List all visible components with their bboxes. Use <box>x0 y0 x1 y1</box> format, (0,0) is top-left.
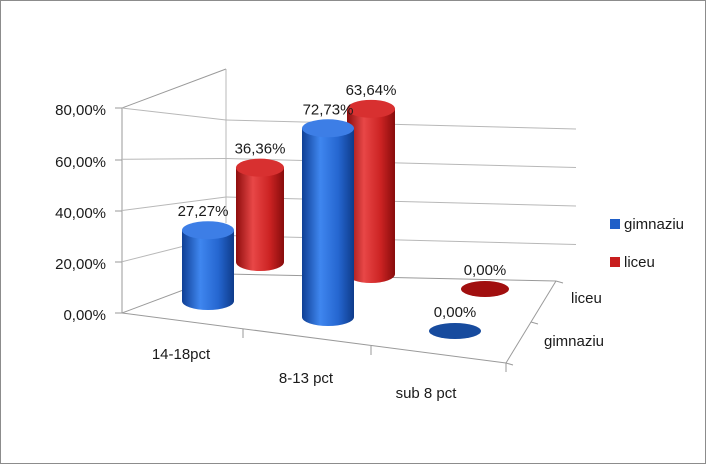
y-tick-label: 60,00% <box>55 154 106 171</box>
bar-gimnaziu-0 <box>182 221 234 310</box>
gridline <box>225 235 577 245</box>
depth-label: gimnaziu <box>544 333 604 350</box>
bar-top <box>182 221 234 240</box>
data-label: 36,36% <box>235 141 286 158</box>
legend: gimnaziu liceu <box>610 216 684 271</box>
data-label: 0,00% <box>464 262 507 279</box>
bar-top <box>347 99 395 118</box>
bar-flat <box>461 281 509 297</box>
bar-gimnaziu-2 <box>429 323 481 339</box>
bar-body <box>347 108 395 283</box>
y-axis-labels: 0,00% 20,00% 40,00% 60,00% 80,00% <box>55 102 106 324</box>
bar-body <box>302 128 354 326</box>
gridline <box>225 196 577 207</box>
gridline <box>121 158 227 160</box>
data-label: 72,73% <box>303 101 354 118</box>
bar-liceu-0 <box>236 158 284 271</box>
bar-flat <box>429 323 481 339</box>
gridline <box>225 119 577 130</box>
data-label: 27,27% <box>178 203 229 220</box>
legend-swatch-gimnaziu <box>610 219 620 229</box>
bar-body <box>182 230 234 310</box>
y-tick-label: 20,00% <box>55 256 106 273</box>
category-label: 14-18pct <box>152 346 211 363</box>
x-axis-ticks <box>242 329 507 372</box>
y-tick-label: 40,00% <box>55 205 106 222</box>
bar-top <box>302 119 354 138</box>
data-label: 63,64% <box>346 82 397 99</box>
data-label: 0,00% <box>434 304 477 321</box>
bar-liceu-1 <box>347 99 395 283</box>
y-tick-label: 0,00% <box>63 307 106 324</box>
bar-body <box>236 167 284 271</box>
depth-axis-ticks <box>505 280 564 366</box>
bar-gimnaziu-1 <box>302 119 354 326</box>
x-axis-labels: 14-18pct 8-13 pct sub 8 pct <box>152 346 457 402</box>
bar-liceu-2 <box>461 281 509 297</box>
y-axis-ticks <box>115 107 122 314</box>
legend-label: gimnaziu <box>624 216 684 233</box>
depth-axis-labels: liceu gimnaziu <box>544 290 604 350</box>
y-tick-label: 80,00% <box>55 102 106 119</box>
gridline <box>225 158 577 168</box>
gridline <box>121 107 227 121</box>
category-label: sub 8 pct <box>396 385 458 402</box>
category-label: 8-13 pct <box>279 370 334 387</box>
gridline <box>121 196 227 211</box>
chart-marks: 36,36% 63,64% 0,00% 27,27% 72,73% 0,00% <box>178 82 509 339</box>
gridlines <box>121 107 577 263</box>
bar-top <box>236 158 284 177</box>
depth-label: liceu <box>571 290 602 307</box>
legend-swatch-liceu <box>610 257 620 267</box>
legend-label: liceu <box>624 254 655 271</box>
